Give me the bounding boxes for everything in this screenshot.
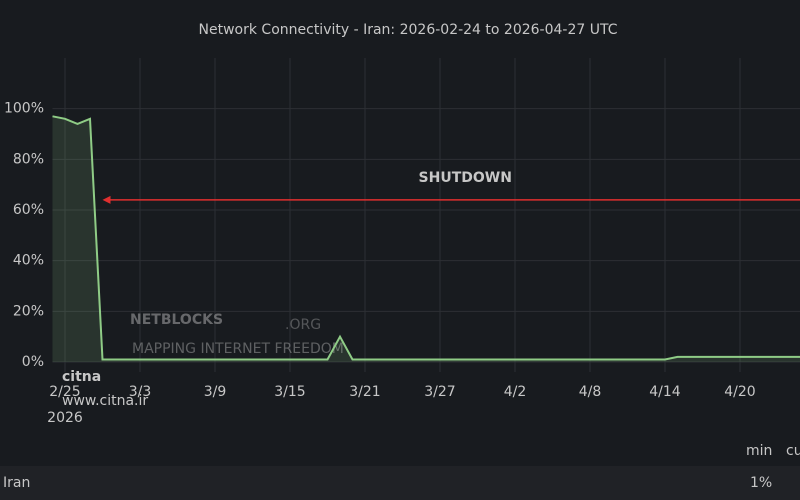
x-year-label: 2026 [47, 410, 83, 426]
watermark: .ORG [285, 317, 321, 333]
x-tick-label: 4/14 [649, 384, 681, 400]
legend-header: min [746, 443, 772, 459]
y-tick-label: 40% [13, 253, 44, 269]
y-tick-label: 20% [13, 303, 44, 319]
x-tick-label: 4/20 [724, 384, 755, 400]
legend-name: Iran [3, 475, 30, 491]
x-tick-label: 3/21 [349, 384, 380, 400]
watermark: www.citna.ir [62, 393, 148, 409]
y-tick-label: 0% [22, 354, 44, 370]
line [52, 115, 800, 361]
legend-value: 1% [750, 475, 772, 491]
x-tick-label: 3/3 [129, 384, 152, 400]
x-tick-label: 3/27 [424, 384, 455, 400]
x-tick-label: 3/15 [274, 384, 305, 400]
x-tick-label: 4/2 [504, 384, 527, 400]
y-tick-label: 60% [13, 202, 44, 218]
legend-header: cu [786, 443, 800, 459]
x-tick-label: 3/9 [204, 384, 227, 400]
chart-title: Network Connectivity - Iran: 2026-02-24 … [199, 22, 618, 38]
watermark: MAPPING INTERNET FREEDOM [132, 341, 344, 357]
arrow-head [102, 195, 111, 204]
legend-row [0, 466, 800, 500]
annotation-text: SHUTDOWN [419, 170, 512, 186]
watermark: NETBLOCKS [130, 312, 223, 328]
x-tick-label: 4/8 [579, 384, 602, 400]
x-tick-label: 2/25 [49, 384, 80, 400]
y-tick-label: 80% [13, 151, 44, 167]
y-tick-label: 100% [4, 101, 44, 117]
watermark: citna [62, 369, 101, 385]
